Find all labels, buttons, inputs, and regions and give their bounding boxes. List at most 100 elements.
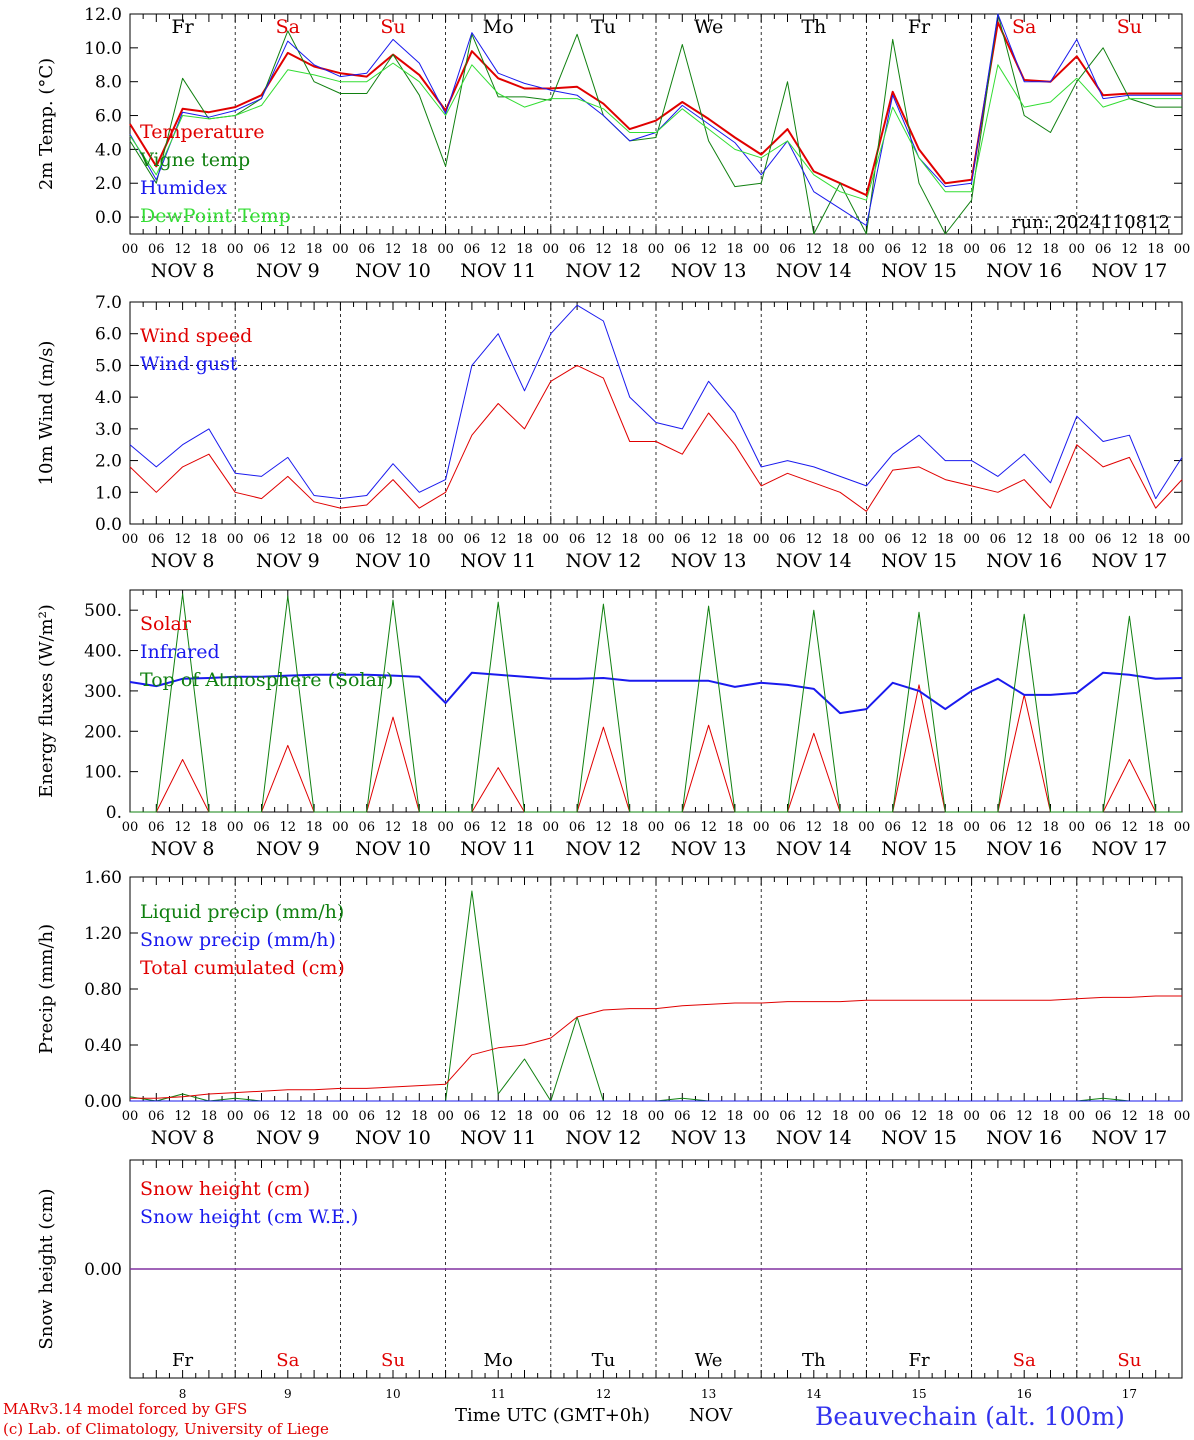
hour-tick-label: 18 xyxy=(727,1109,744,1124)
y-tick-label: 0.0 xyxy=(95,208,122,228)
day-number-label: 15 xyxy=(911,1387,926,1401)
hour-tick-label: 06 xyxy=(569,242,586,257)
hour-tick-label: 18 xyxy=(937,242,954,257)
hour-tick-label: 12 xyxy=(385,820,402,835)
hour-tick-label: 12 xyxy=(700,242,717,257)
hour-tick-label: 00 xyxy=(1069,1109,1086,1124)
y-axis-label: Snow height (cm) xyxy=(36,1188,57,1349)
series-line xyxy=(130,593,1182,813)
day-label: NOV 8 xyxy=(151,550,215,572)
legend-entry: DewPoint Temp xyxy=(140,205,291,227)
day-label: NOV 12 xyxy=(565,260,641,282)
model-credit: MARv3.14 model forced by GFS xyxy=(3,1400,248,1418)
y-axis-label: 2m Temp. (°C) xyxy=(36,58,57,190)
day-label: NOV 17 xyxy=(1091,550,1167,572)
day-label: NOV 10 xyxy=(355,838,431,860)
hour-tick-label: 00 xyxy=(543,532,560,547)
legend-entry: Temperature xyxy=(140,121,264,143)
hour-tick-label: 06 xyxy=(779,1109,796,1124)
hour-tick-label: 00 xyxy=(332,242,349,257)
legend-entry: Vigne temp xyxy=(139,149,250,171)
hour-tick-label: 18 xyxy=(306,1109,323,1124)
hour-tick-label: 12 xyxy=(806,532,823,547)
day-label: NOV 10 xyxy=(355,260,431,282)
day-label: NOV 17 xyxy=(1091,838,1167,860)
hour-tick-label: 00 xyxy=(963,820,980,835)
hour-tick-label: 18 xyxy=(516,820,533,835)
y-axis-label: 10m Wind (m/s) xyxy=(36,341,57,486)
hour-tick-label: 00 xyxy=(753,242,770,257)
hour-tick-label: 00 xyxy=(122,242,139,257)
hour-tick-label: 06 xyxy=(148,1109,165,1124)
day-label: NOV 8 xyxy=(151,260,215,282)
hour-tick-label: 12 xyxy=(1016,820,1033,835)
day-label: NOV 16 xyxy=(986,838,1062,860)
hour-tick-label: 12 xyxy=(174,1109,191,1124)
hour-tick-label: 12 xyxy=(1121,532,1138,547)
hour-tick-label: 12 xyxy=(1121,820,1138,835)
hour-tick-label: 18 xyxy=(1042,1109,1059,1124)
hour-tick-label: 06 xyxy=(1095,242,1112,257)
series-line xyxy=(129,13,1182,235)
y-tick-label: 300. xyxy=(84,682,122,702)
y-tick-label: 1.20 xyxy=(84,924,122,944)
hour-tick-label: 06 xyxy=(148,242,165,257)
hour-tick-label: 00 xyxy=(858,820,875,835)
hour-tick-label: 18 xyxy=(832,1109,849,1124)
hour-tick-label: 06 xyxy=(990,1109,1007,1124)
day-label: NOV 8 xyxy=(151,1127,215,1149)
hour-tick-label: 00 xyxy=(122,1109,139,1124)
run-label: run: 2024110812 xyxy=(1012,212,1170,233)
day-label: NOV 15 xyxy=(881,550,957,572)
hour-tick-label: 12 xyxy=(700,820,717,835)
day-number-label: 10 xyxy=(385,1387,400,1401)
hour-tick-label: 00 xyxy=(648,1109,665,1124)
y-tick-label: 0.00 xyxy=(84,1092,122,1112)
hour-tick-label: 06 xyxy=(884,242,901,257)
y-axis-label: Precip (mm/h) xyxy=(36,924,57,1054)
hour-tick-label: 12 xyxy=(1016,1109,1033,1124)
hour-tick-label: 18 xyxy=(832,242,849,257)
hour-tick-label: 06 xyxy=(569,532,586,547)
hour-tick-label: 00 xyxy=(1069,532,1086,547)
day-label: NOV 10 xyxy=(355,550,431,572)
day-label: NOV 15 xyxy=(881,838,957,860)
y-tick-label: 0.0 xyxy=(95,515,122,535)
hour-tick-label: 06 xyxy=(779,532,796,547)
weekday-label: Th xyxy=(801,16,826,38)
hour-tick-label: 18 xyxy=(937,1109,954,1124)
day-label: NOV 9 xyxy=(256,260,320,282)
day-label: NOV 8 xyxy=(151,838,215,860)
hour-tick-label: 00 xyxy=(543,242,560,257)
station-label: Beauvechain (alt. 100m) xyxy=(815,1402,1125,1431)
hour-tick-label: 06 xyxy=(464,532,481,547)
hour-tick-label: 06 xyxy=(674,820,691,835)
hour-tick-label: 12 xyxy=(385,242,402,257)
hour-tick-label: 18 xyxy=(832,820,849,835)
day-label: NOV 11 xyxy=(460,260,536,282)
hour-tick-label: 06 xyxy=(990,820,1007,835)
hour-tick-label: 18 xyxy=(411,820,428,835)
day-label: NOV 12 xyxy=(565,1127,641,1149)
day-label: NOV 12 xyxy=(565,550,641,572)
hour-tick-label: 00 xyxy=(332,820,349,835)
legend-entry: Liquid precip (mm/h) xyxy=(140,901,344,923)
hour-tick-label: 00 xyxy=(437,242,454,257)
hour-tick-label: 06 xyxy=(358,1109,375,1124)
hour-tick-label: 18 xyxy=(1147,532,1164,547)
weekday-label: Su xyxy=(1117,1350,1141,1371)
hour-tick-label: 06 xyxy=(674,242,691,257)
day-label: NOV 13 xyxy=(671,1127,747,1149)
day-label: NOV 11 xyxy=(460,838,536,860)
y-tick-label: 6.0 xyxy=(95,325,122,345)
weekday-label: Tu xyxy=(591,16,616,38)
hour-tick-label: 00 xyxy=(122,532,139,547)
day-number-label: 9 xyxy=(284,1387,292,1401)
hour-tick-label: 18 xyxy=(306,820,323,835)
hour-tick-label: 18 xyxy=(411,1109,428,1124)
y-axis-label: Energy fluxes (W/m²) xyxy=(36,604,57,798)
hour-tick-label: 12 xyxy=(174,242,191,257)
legend-entry: Infrared xyxy=(140,641,220,663)
hour-tick-label: 12 xyxy=(595,532,612,547)
